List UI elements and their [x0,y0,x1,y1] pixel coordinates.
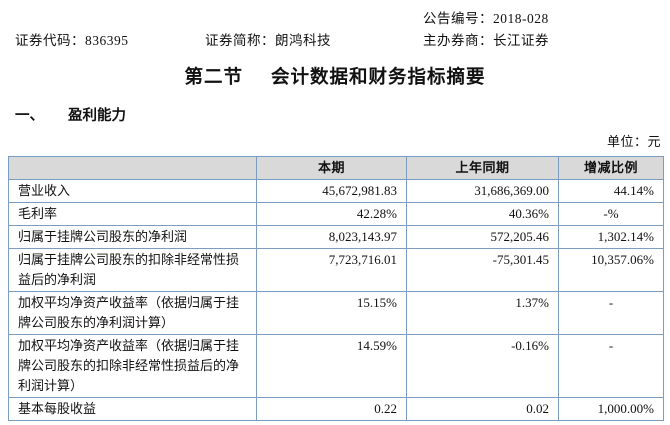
value-cell-prior-year-period: 1.37% [406,291,559,335]
stock-code: 证券代码：836395 [15,29,129,49]
value-cell-change-ratio: -% [558,202,664,226]
profitability-table: 本期 上年同期 增减比例 营业收入 45,672,981.83 31,686,369.0… [8,156,664,421]
table-row: 加权平均净资产收益率（依据归属于挂牌公司股东的净利润计算） 15.15% 1.37%… [8,291,664,335]
table-row: 基本每股收益 0.22 0.02 1,000.00% [8,397,664,421]
document-title: 第二节 会计数据和财务指标摘要 [0,63,670,89]
sponsor-broker: 主办券商：长江证券 [423,29,549,49]
stock-code-label: 证券代码： [15,33,85,48]
value-cell-prior-year-period: 0.02 [406,397,559,421]
announcement-number: 公告编号：2018-028 [423,7,549,27]
table-header-row: 本期 上年同期 增减比例 [8,156,664,180]
indicator-cell: 毛利率 [8,202,257,226]
table-body: 营业收入 45,672,981.83 31,686,369.00 44.14% 毛利率 4… [8,179,664,421]
column-header-change-ratio: 增减比例 [558,156,664,180]
table-row: 加权平均净资产收益率（依据归属于挂牌公司股东的扣除非经常性损益后的净利润计算） 1… [8,334,664,398]
value-cell-current-period: 0.22 [256,397,407,421]
subsection-heading: 一、 盈利能力 [15,104,126,125]
value-cell-prior-year-period: -0.16% [406,334,559,398]
indicator-cell: 加权平均净资产收益率（依据归属于挂牌公司股东的扣除非经常性损益后的净利润计算） [8,334,257,398]
value-cell-current-period: 15.15% [256,291,407,335]
document-title-section-name: 会计数据和财务指标摘要 [271,66,486,87]
column-header-prior-year-period: 上年同期 [406,156,559,180]
unit-note: 单位：元 [606,134,661,149]
table-row: 营业收入 45,672,981.83 31,686,369.00 44.14% [8,179,664,203]
sponsor-broker-value: 长江证券 [493,33,549,48]
document-title-section-no: 第二节 [184,66,243,87]
stock-code-value: 836395 [85,33,129,48]
table-row: 归属于挂牌公司股东的净利润 8,023,143.97 572,205.46 1,302… [8,225,664,249]
announcement-number-label: 公告编号： [423,11,493,26]
value-cell-change-ratio: 1,000.00% [558,397,664,421]
subsection-name: 盈利能力 [68,108,126,124]
indicator-cell: 归属于挂牌公司股东的扣除非经常性损益后的净利润 [8,248,257,292]
announcement-number-value: 2018-028 [493,11,549,26]
value-cell-current-period: 42.28% [256,202,407,226]
indicator-cell: 加权平均净资产收益率（依据归属于挂牌公司股东的净利润计算） [8,291,257,335]
value-cell-change-ratio: - [558,334,664,398]
indicator-cell: 营业收入 [8,179,257,203]
subsection-number: 一、 [15,108,44,124]
value-cell-prior-year-period: 572,205.46 [406,225,559,249]
value-cell-current-period: 14.59% [256,334,407,398]
indicator-cell: 归属于挂牌公司股东的净利润 [8,225,257,249]
column-header-current-period: 本期 [256,156,407,180]
stock-short-name: 证券简称：朗鸿科技 [205,29,331,49]
value-cell-current-period: 8,023,143.97 [256,225,407,249]
value-cell-current-period: 7,723,716.01 [256,248,407,292]
value-cell-change-ratio: - [558,291,664,335]
stock-short-name-label: 证券简称： [205,33,275,48]
value-cell-prior-year-period: -75,301.45 [406,248,559,292]
column-header-indicator [8,156,257,180]
value-cell-prior-year-period: 31,686,369.00 [406,179,559,203]
value-cell-prior-year-period: 40.36% [406,202,559,226]
value-cell-change-ratio: 10,357.06% [558,248,664,292]
value-cell-current-period: 45,672,981.83 [256,179,407,203]
indicator-cell: 基本每股收益 [8,397,257,421]
value-cell-change-ratio: 44.14% [558,179,664,203]
table-row: 归属于挂牌公司股东的扣除非经常性损益后的净利润 7,723,716.01 -75,3… [8,248,664,292]
table-header-row: 本期 上年同期 增减比例 [8,156,664,180]
sponsor-broker-label: 主办券商： [423,33,493,48]
table-row: 毛利率 42.28% 40.36% -% [8,202,664,226]
stock-short-name-value: 朗鸿科技 [275,33,331,48]
value-cell-change-ratio: 1,302.14% [558,225,664,249]
